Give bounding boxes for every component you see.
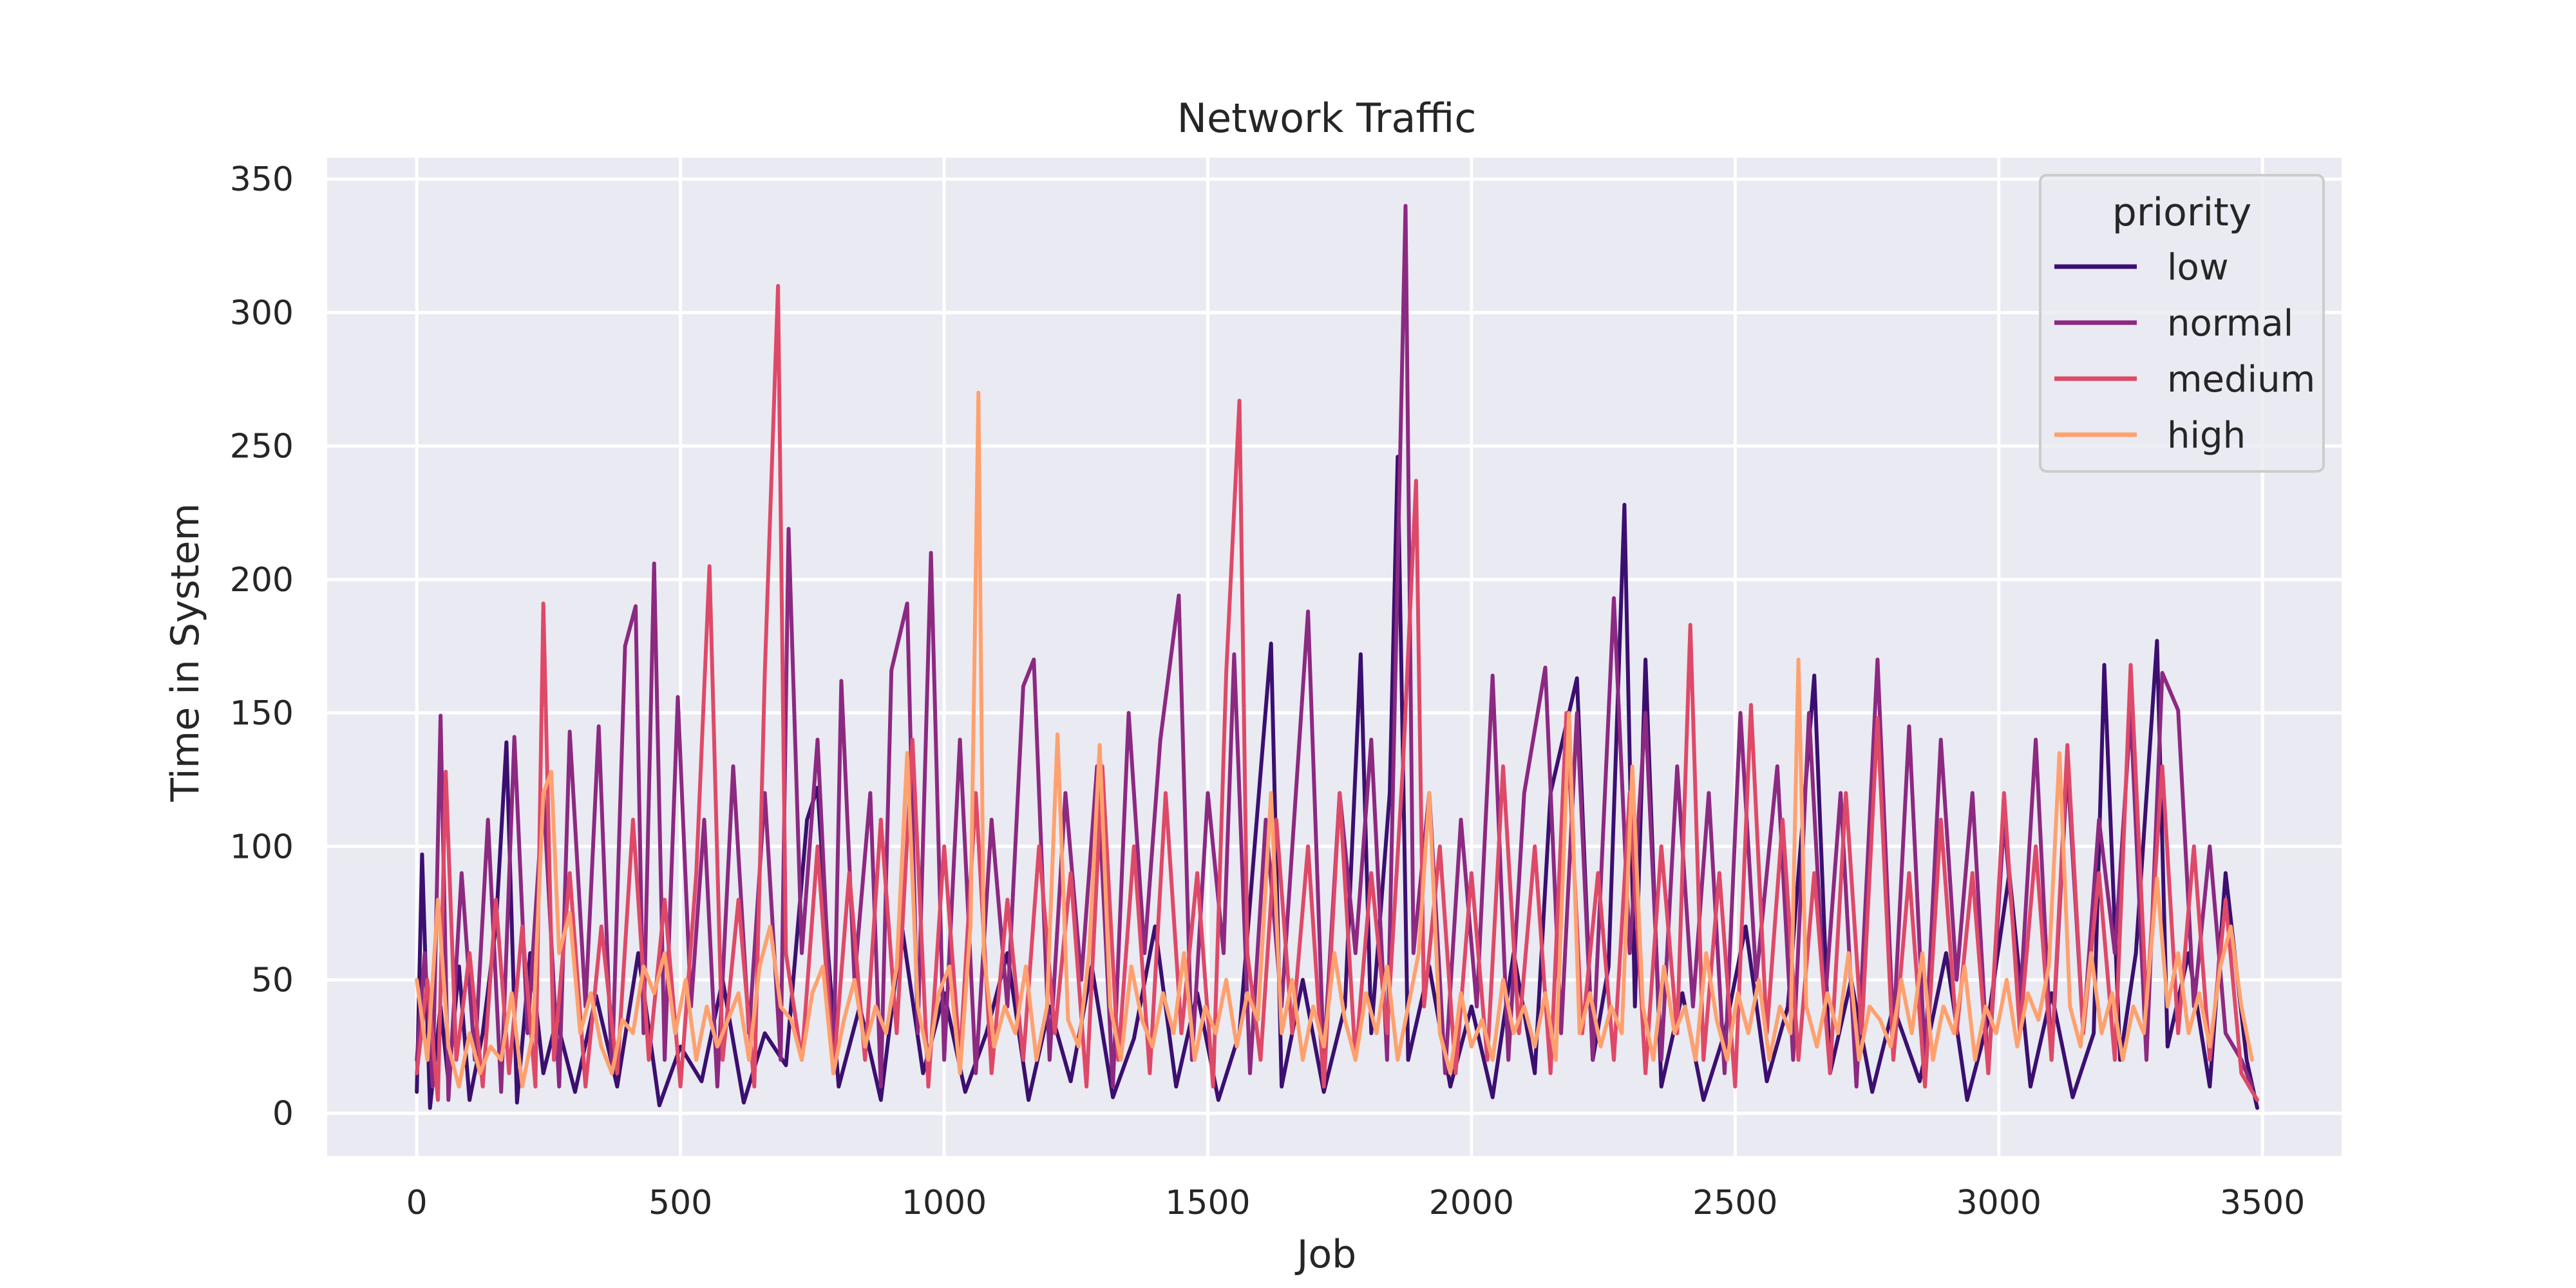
y-tick-label: 0: [272, 1095, 294, 1133]
legend-title: priority: [2112, 190, 2252, 235]
legend-label-high: high: [2167, 415, 2246, 457]
chart-title: Network Traffic: [1177, 95, 1477, 142]
y-tick-label: 250: [230, 428, 294, 466]
x-tick-label: 500: [649, 1184, 712, 1222]
y-tick-label: 350: [230, 160, 294, 199]
series-line-high: [415, 390, 2254, 1089]
legend-box: [2039, 174, 2325, 473]
x-tick-label: 3500: [2220, 1184, 2305, 1222]
legend: priority low normal medium high: [2039, 174, 2325, 473]
x-tick-labels: 0 500 1000 1500 2000 2500 3000 3500: [406, 1184, 2306, 1222]
x-axis-label: Job: [1294, 1232, 1357, 1277]
x-tick-label: 0: [406, 1184, 428, 1222]
x-tick-label: 1000: [902, 1184, 987, 1222]
y-axis-label: Time in System: [163, 503, 208, 802]
y-tick-label: 150: [230, 694, 294, 733]
series-line-normal: [415, 204, 2254, 1102]
y-tick-labels: 0 50 100 150 200 250 300 350: [230, 160, 294, 1133]
x-tick-label: 2000: [1429, 1184, 1514, 1222]
y-tick-label: 100: [230, 828, 294, 866]
legend-label-low: low: [2167, 247, 2229, 289]
x-tick-label: 1500: [1165, 1184, 1250, 1222]
y-tick-label: 200: [230, 561, 294, 600]
y-tick-label: 300: [230, 294, 294, 332]
series-line-low: [415, 455, 2259, 1110]
legend-items: low normal medium high: [2054, 247, 2315, 457]
x-tick-label: 2500: [1692, 1184, 1777, 1222]
x-tick-label: 3000: [1956, 1184, 2041, 1222]
y-tick-label: 50: [251, 961, 294, 999]
legend-label-normal: normal: [2167, 303, 2293, 345]
series-lines: [415, 204, 2259, 1110]
series-line-medium: [415, 283, 2259, 1102]
legend-label-medium: medium: [2167, 359, 2315, 401]
